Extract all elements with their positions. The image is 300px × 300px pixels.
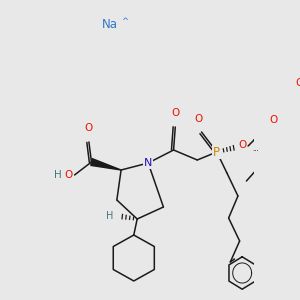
Text: H: H	[106, 211, 114, 221]
Text: O: O	[238, 140, 246, 150]
Text: Na: Na	[102, 19, 118, 32]
Text: N: N	[144, 158, 152, 168]
Text: O: O	[269, 115, 278, 125]
Text: P: P	[213, 146, 220, 158]
Text: H: H	[54, 170, 61, 180]
Polygon shape	[91, 159, 121, 170]
Text: O: O	[85, 123, 93, 133]
Text: O: O	[195, 114, 203, 124]
Text: ...: ...	[252, 146, 259, 152]
Text: O: O	[64, 170, 73, 180]
Text: O: O	[171, 108, 179, 118]
Text: ^: ^	[121, 16, 128, 26]
Text: O: O	[296, 78, 300, 88]
